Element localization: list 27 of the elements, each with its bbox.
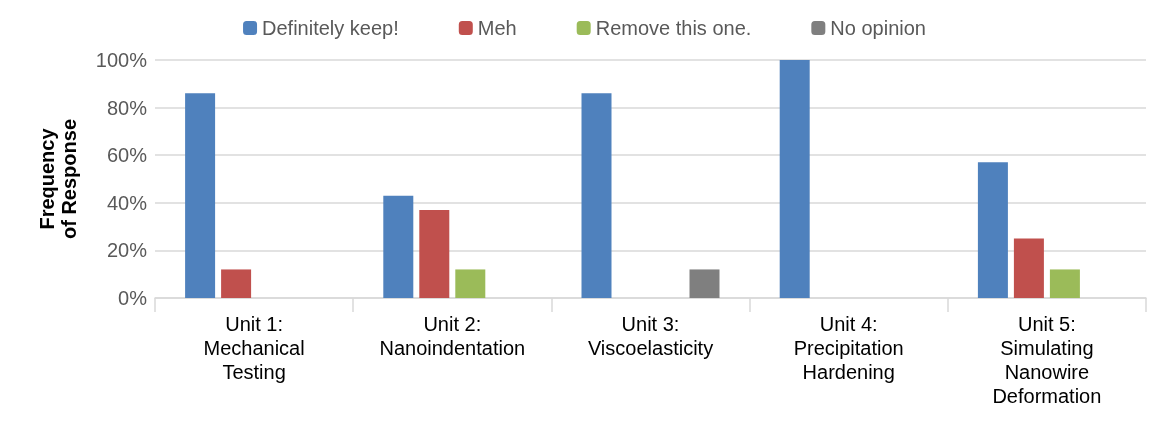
x-tick-label: Unit 4: Precipitation Hardening — [793, 313, 904, 383]
bar — [455, 269, 486, 298]
bar — [1013, 238, 1044, 298]
y-tick-label: 100% — [95, 49, 148, 71]
y-tick-label: 40% — [106, 191, 148, 214]
y-tick-label: 80% — [106, 96, 148, 119]
y-axis-title: Frequency of Response — [36, 118, 80, 240]
bar — [419, 209, 450, 298]
bar — [689, 269, 720, 298]
y-tick-label: 60% — [106, 144, 148, 167]
bar — [383, 195, 414, 298]
bar — [977, 162, 1008, 298]
legend-label: Meh — [477, 17, 517, 39]
y-tick-label: 0% — [118, 287, 148, 309]
bar — [581, 93, 612, 298]
x-tick-label: Unit 2: Nanoindentation — [379, 313, 526, 359]
legend-label: Remove this one. — [595, 17, 752, 39]
x-tick-label: Unit 1: Mechanical Testing — [203, 313, 305, 383]
bar — [779, 60, 810, 298]
bar — [221, 269, 252, 298]
y-tick-label: 20% — [106, 239, 148, 262]
x-tick-label: Unit 3: Viscoelasticity — [587, 313, 714, 359]
bar — [185, 93, 216, 298]
legend-label: No opinion — [830, 17, 926, 39]
legend-label: Definitely keep! — [262, 17, 399, 39]
bar — [1049, 269, 1080, 298]
x-tick-label: Unit 5: Simulating Nanowire Deformation — [992, 313, 1102, 407]
